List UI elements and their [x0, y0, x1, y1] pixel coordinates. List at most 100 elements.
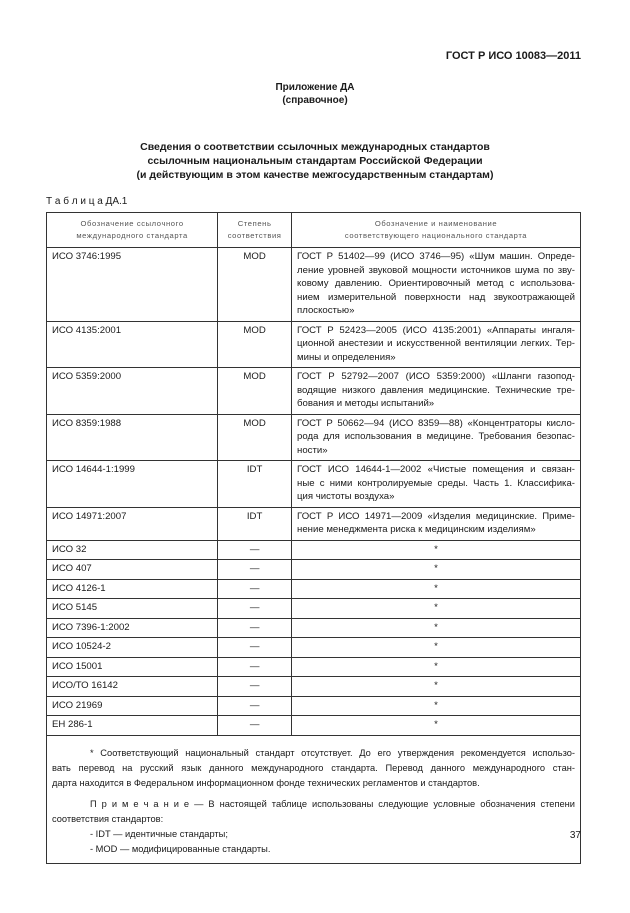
- reference-cell: ИСО 8359:1988: [45, 413, 219, 461]
- cell-line: ности»: [297, 444, 328, 456]
- note-line: П р и м е ч а н и е — В настоящей таблиц…: [90, 798, 575, 809]
- cell-line: ция чистоты воздуха»: [297, 491, 395, 502]
- reference-cell: ИСО 5145: [45, 598, 219, 619]
- national-standard-cell: ГОСТ ИСО 14644-1—2002 «Чистые помещения …: [291, 460, 581, 508]
- reference-cell: ИСО 4135:2001: [45, 320, 219, 368]
- degree-cell: MOD: [217, 320, 293, 368]
- cell-line: ГОСТ Р ИСО 14971—2009 «Изделия медицинск…: [297, 510, 575, 522]
- cell-line: *: [434, 543, 438, 555]
- header-line: соответствующего национального стандарта: [344, 231, 528, 240]
- table-row: ИСО 15001— *: [45, 656, 581, 677]
- national-standard-cell: ГОСТ Р ИСО 14971—2009 «Изделия медицинск…: [291, 506, 581, 541]
- cell-line: бования и методы испытаний»: [297, 398, 435, 409]
- table-row: ЕН 286-1— *: [45, 715, 581, 736]
- cell-line: *: [434, 719, 438, 730]
- degree-cell: IDT: [217, 460, 293, 508]
- national-standard-cell: *: [291, 578, 581, 599]
- reference-cell: ИСО 32: [45, 539, 219, 560]
- table-row: ИСО 10524-2— *: [45, 637, 581, 658]
- cell-line: ГОСТ Р 52792—2007 (ИСО 5359:2000) «Шланг…: [297, 371, 575, 382]
- national-standard-cell: *: [291, 656, 581, 677]
- cell-line: *: [434, 699, 438, 711]
- national-standard-cell: ГОСТ Р 52792—2007 (ИСО 5359:2000) «Шланг…: [291, 367, 581, 415]
- table-row: ИСО 3746:1995 MOD ГОСТ Р 51402—99 (ИСО 374…: [45, 247, 581, 322]
- degree-cell: —: [217, 715, 293, 736]
- heading-line: (и действующим в этом качестве межгосуда…: [136, 169, 494, 181]
- degree-cell: —: [217, 559, 293, 580]
- cell-line: нием измерительной поверхности над звуко…: [297, 291, 575, 303]
- degree-cell: IDT: [217, 506, 293, 541]
- reference-cell: ИСО 21969: [45, 695, 219, 716]
- cell-line: ционной анестезии и искусственной вентил…: [297, 338, 575, 349]
- cell-line: ГОСТ ИСО 14644-1—2002 «Чистые помещения …: [297, 464, 575, 475]
- reference-cell: ИСО 407: [45, 559, 219, 580]
- table-row: ИСО/ТО 16142— *: [45, 676, 581, 697]
- reference-cell: ИСО 15001: [45, 656, 219, 677]
- table-caption: Т а б л и ц а ДА.1: [46, 196, 128, 207]
- degree-cell: —: [217, 578, 293, 599]
- heading-line: Сведения о соответствии ссылочных междун…: [140, 141, 490, 153]
- cell-line: *: [434, 602, 438, 613]
- national-standard-cell: *: [291, 637, 581, 658]
- cell-line: ление уровней звуковой мощности источник…: [297, 264, 575, 276]
- footnote-cell: * Соответствующий национальный стандарт …: [46, 734, 581, 864]
- national-standard-cell: *: [291, 559, 581, 580]
- heading: Сведения о соответствии ссылочных междун…: [0, 140, 630, 182]
- table-row: ИСО 407— *: [45, 559, 581, 580]
- header-line: Обозначение ссылочного: [80, 219, 184, 228]
- national-standard-cell: *: [291, 676, 581, 697]
- header-cell: Степень соответствия: [217, 212, 293, 248]
- reference-cell: ИСО 3746:1995: [45, 247, 219, 322]
- note-line: - IDT — идентичные стандарты;: [90, 828, 228, 839]
- annex: Приложение ДА (справочное): [0, 81, 630, 107]
- table: Обозначение ссылочного международного ста…: [45, 212, 581, 864]
- header-line: соответствия: [227, 231, 282, 240]
- national-standard-cell: ГОСТ Р 52423—2005 (ИСО 4135:2001) «Аппар…: [291, 320, 581, 368]
- heading-line: ссылочным национальным стандартам Россий…: [147, 155, 483, 167]
- cell-line: водящие низкого давления медицинские. Те…: [297, 384, 575, 396]
- header-line: Степень: [237, 219, 272, 228]
- national-standard-cell: *: [291, 715, 581, 736]
- degree-cell: —: [217, 656, 293, 677]
- page-number: 37: [569, 830, 581, 841]
- cell-line: ковому давлению. Ориентировочный метод с…: [297, 278, 575, 289]
- cell-line: ГОСТ Р 51402—99 (ИСО 3746—95) «Шум машин…: [297, 251, 575, 262]
- header-line: международного стандарта: [76, 231, 188, 240]
- degree-cell: —: [217, 539, 293, 560]
- national-standard-cell: *: [291, 695, 581, 716]
- national-standard-cell: ГОСТ Р 50662—94 (ИСО 8359—88) «Концентра…: [291, 413, 581, 461]
- table-row: ИСО 21969— *: [45, 695, 581, 716]
- cell-line: нение менеджмента риска к медицинским из…: [297, 524, 536, 535]
- degree-cell: MOD: [217, 367, 293, 415]
- note-line: соответствия стандартов:: [52, 813, 164, 824]
- degree-cell: —: [217, 637, 293, 658]
- reference-cell: ИСО 14644-1:1999: [45, 460, 219, 508]
- national-standard-cell: *: [291, 598, 581, 619]
- footnote-line: вать перевод на русский язык данного меж…: [52, 762, 575, 773]
- cell-line: *: [434, 582, 438, 594]
- reference-cell: ИСО 4126-1: [45, 578, 219, 599]
- cell-line: ГОСТ Р 52423—2005 (ИСО 4135:2001) «Аппар…: [297, 324, 575, 336]
- degree-cell: —: [217, 598, 293, 619]
- cell-line: *: [434, 680, 438, 691]
- header-row: Обозначение ссылочного международного ста…: [45, 212, 581, 248]
- reference-cell: ИСО 5359:2000: [45, 367, 219, 415]
- footnote-line: * Соответствующий национальный стандарт …: [90, 747, 575, 758]
- table-row: ИСО 4126-1— *: [45, 578, 581, 599]
- degree-cell: —: [217, 617, 293, 638]
- reference-cell: ИСО 7396-1:2002: [45, 617, 219, 638]
- cell-line: мины и определения»: [297, 351, 396, 363]
- reference-cell: ИСО 10524-2: [45, 637, 219, 658]
- header-cell: Обозначение ссылочного международного ста…: [45, 212, 219, 248]
- annex-title: Приложение ДА: [275, 82, 355, 93]
- annex-note: (справочное): [282, 95, 348, 106]
- cell-line: *: [434, 621, 438, 633]
- table-row: ИСО 14971:2007 IDT ГОСТ Р ИСО 14971—2009 «…: [45, 506, 581, 541]
- table-row: ИСО 4135:2001 MOD ГОСТ Р 52423—2005 (ИСО 4…: [45, 320, 581, 368]
- table-row: ИСО 7396-1:2002— *: [45, 617, 581, 638]
- reference-cell: ЕН 286-1: [45, 715, 219, 736]
- reference-cell: ИСО 14971:2007: [45, 506, 219, 541]
- reference-cell: ИСО/ТО 16142: [45, 676, 219, 697]
- footnote-line: дарта находится в Федеральном информацио…: [52, 777, 480, 788]
